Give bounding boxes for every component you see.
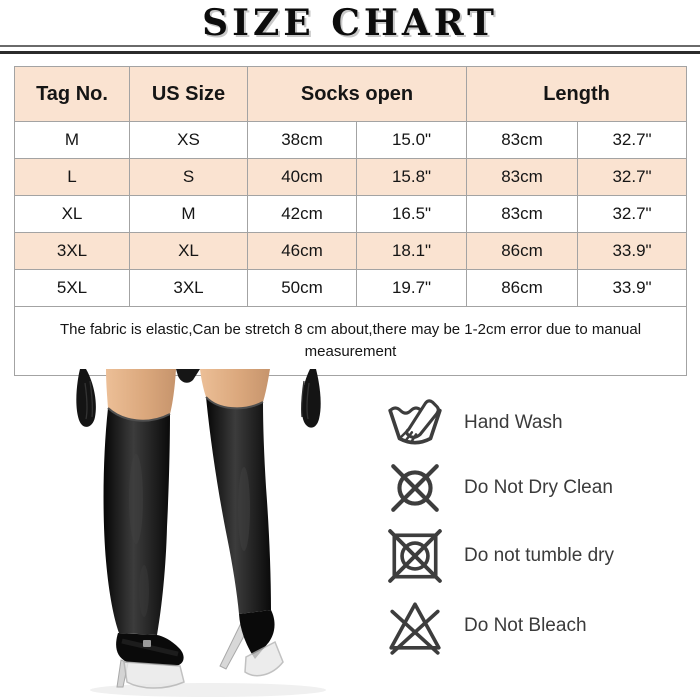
table-cell: 42cm	[247, 195, 357, 233]
header-cell-us-size: US Size	[129, 66, 248, 122]
table-cell: 19.7"	[355, 269, 468, 307]
table-cell: 15.8"	[355, 158, 468, 196]
header-cell-length: Length	[466, 66, 688, 122]
table-cell: XL	[129, 232, 248, 270]
table-cell: 32.7"	[577, 195, 688, 233]
table-cell: M	[129, 195, 248, 233]
stockings-photo-illustration	[76, 369, 326, 697]
do-not-dry-clean-icon	[391, 464, 439, 512]
table-cell: 18.1"	[355, 232, 468, 270]
table-row: 3XL XL 46cm 18.1" 86cm 33.9"	[14, 232, 688, 270]
table-cell: S	[129, 158, 248, 196]
table-row: L S 40cm 15.8" 83cm 32.7"	[14, 158, 688, 196]
table-row: XL M 42cm 16.5" 83cm 32.7"	[14, 195, 688, 233]
table-cell: M	[14, 121, 130, 159]
elasticity-note: The fabric is elastic,Can be stretch 8 c…	[13, 306, 688, 376]
title-divider-thin	[0, 45, 700, 47]
table-cell: 46cm	[247, 232, 357, 270]
table-note-row: The fabric is elastic,Can be stretch 8 c…	[13, 306, 688, 376]
table-row: M XS 38cm 15.0" 83cm 32.7"	[14, 121, 688, 159]
care-item-do-not-dry-clean: Do Not Dry Clean	[386, 459, 613, 517]
care-label: Do Not Dry Clean	[464, 477, 613, 498]
table-cell: 33.9"	[577, 232, 688, 270]
table-cell: 83cm	[466, 195, 579, 233]
hand-wash-icon	[388, 399, 442, 445]
table-cell: 40cm	[247, 158, 357, 196]
care-label: Do not tumble dry	[464, 545, 614, 566]
table-cell: 86cm	[466, 232, 579, 270]
table-cell: 32.7"	[577, 158, 688, 196]
table-row: 5XL 3XL 50cm 19.7" 86cm 33.9"	[14, 269, 688, 307]
table-cell: 86cm	[466, 269, 579, 307]
table-cell: 3XL	[14, 232, 130, 270]
care-item-hand-wash: Hand Wash	[386, 394, 563, 452]
table-cell: 3XL	[129, 269, 248, 307]
table-cell: 15.0"	[355, 121, 468, 159]
header-cell-socks-open: Socks open	[246, 66, 468, 122]
header-cell-tag-no: Tag No.	[14, 66, 130, 122]
title-divider-thick	[0, 51, 700, 54]
table-cell: L	[14, 158, 130, 196]
do-not-tumble-dry-icon	[388, 529, 442, 583]
table-cell: 32.7"	[577, 121, 688, 159]
table-cell: 83cm	[466, 121, 579, 159]
table-cell: XL	[14, 195, 130, 233]
care-label: Do Not Bleach	[464, 615, 587, 636]
do-not-bleach-icon	[389, 602, 441, 655]
product-photo	[48, 369, 393, 699]
table-cell: XS	[129, 121, 248, 159]
table-cell: 5XL	[14, 269, 130, 307]
care-label: Hand Wash	[464, 412, 563, 433]
table-cell: 33.9"	[577, 269, 688, 307]
table-cell: 83cm	[466, 158, 579, 196]
care-item-do-not-bleach: Do Not Bleach	[386, 597, 587, 655]
table-cell: 38cm	[247, 121, 357, 159]
care-item-do-not-tumble-dry: Do not tumble dry	[386, 527, 614, 585]
table-cell: 50cm	[247, 269, 357, 307]
table-cell: 16.5"	[355, 195, 468, 233]
page-title: SIZE CHART	[202, 2, 498, 44]
size-chart-table: Tag No. US Size Socks open Length M XS 3…	[13, 66, 688, 376]
table-header-row: Tag No. US Size Socks open Length	[14, 66, 688, 122]
